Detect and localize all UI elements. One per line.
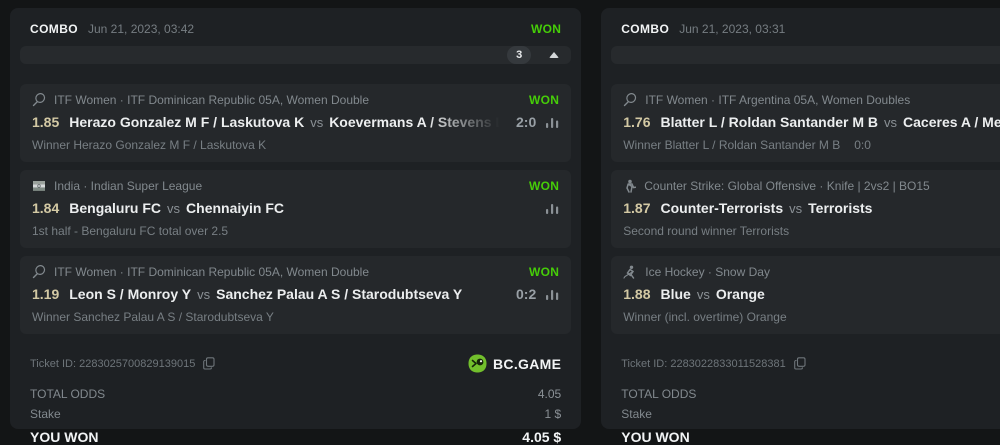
brand-name: BC.GAME [493, 355, 562, 372]
vs-label: vs [197, 287, 211, 302]
bet-row: ITF Women · ITF Argentina 05A, Women Dou… [611, 84, 1000, 162]
stats-icon[interactable] [546, 288, 559, 300]
away-team: Chennaiyin FC [186, 200, 285, 216]
odds-value: 1.19 [32, 286, 60, 302]
tennis-icon [32, 93, 46, 107]
away-team: Caceres A / Merlo R D [903, 114, 1000, 130]
bet-slip-card: COMBO Jun 21, 2023, 03:42 WON 3 ITF Wome… [10, 8, 582, 445]
stake-row: Stake 1 $ [621, 407, 1000, 421]
status-badge: WON [531, 22, 562, 36]
league-label: ITF Women · ITF Dominican Republic 05A, … [54, 93, 370, 107]
vs-label: vs [789, 201, 803, 216]
total-odds-row: TOTAL ODDS 4.05 [30, 387, 561, 401]
vs-label: vs [310, 115, 324, 130]
card-header: COMBO Jun 21, 2023, 03:31 WON [611, 16, 1000, 42]
bet-row: Counter Strike: Global Offensive · Knife… [611, 170, 1000, 248]
home-team: Blue [660, 286, 691, 302]
score-value: 2:0 [516, 114, 537, 130]
card-header: COMBO Jun 21, 2023, 03:42 WON [20, 16, 571, 42]
bet-row: Ice Hockey · Snow Day WON 1.88 Blue vs O… [611, 256, 1000, 334]
home-team: Blatter L / Roldan Santander M B [660, 114, 879, 130]
collapse-toggle[interactable]: 3 [20, 46, 572, 64]
bcgame-logo-icon [468, 354, 487, 373]
total-odds-row: TOTAL ODDS 3.515 [621, 387, 1000, 401]
bet-status-badge: WON [529, 93, 560, 107]
total-odds-value: 4.05 [537, 387, 562, 401]
stats-icon[interactable] [546, 116, 559, 128]
market-label: Winner Sanchez Palau A S / Starodubtseva… [32, 310, 274, 324]
you-won-label: YOU WON [621, 429, 690, 445]
stake-row: Stake 1 $ [30, 407, 561, 421]
odds-value: 1.88 [623, 286, 651, 302]
league-label: ITF Women · ITF Argentina 05A, Women Dou… [645, 93, 911, 107]
you-won-row: YOU WON 4.05 $ [30, 429, 561, 445]
bet-date: Jun 21, 2023, 03:31 [679, 22, 786, 36]
ice-hockey-icon [623, 265, 637, 279]
bet-row: ITF Women · ITF Dominican Republic 05A, … [20, 84, 572, 162]
selection-count-badge: 3 [507, 46, 532, 64]
league-label: Counter Strike: Global Offensive · Knife… [644, 179, 930, 193]
league-label: Ice Hockey · Snow Day [645, 265, 770, 279]
bet-row: ITF Women · ITF Dominican Republic 05A, … [20, 256, 572, 334]
odds-value: 1.84 [32, 200, 60, 216]
bet-list: ITF Women · ITF Dominican Republic 05A, … [20, 84, 572, 334]
away-team: Sanchez Palau A S / Starodubtseva Y [216, 286, 463, 302]
chevron-up-icon[interactable] [549, 52, 560, 58]
bet-status-badge: WON [529, 179, 560, 193]
market-score: 0:0 [854, 138, 871, 152]
copy-icon[interactable] [793, 357, 806, 370]
market-label: 1st half - Bengaluru FC total over 2.5 [32, 224, 229, 238]
home-team: Bengaluru FC [69, 200, 162, 216]
total-odds-label: TOTAL ODDS [621, 387, 697, 401]
bet-list: ITF Women · ITF Argentina 05A, Women Dou… [611, 84, 1000, 334]
vs-label: vs [696, 287, 710, 302]
bet-slip-card: COMBO Jun 21, 2023, 03:31 WON 3 ITF Wome… [601, 8, 1000, 445]
stats-icon[interactable] [546, 202, 559, 214]
collapse-toggle[interactable]: 3 [611, 46, 1000, 64]
odds-value: 1.76 [623, 114, 651, 130]
home-team: Leon S / Monroy Y [69, 286, 192, 302]
bet-type-label: COMBO [621, 22, 670, 36]
bet-row: India · Indian Super League WON 1.84 Ben… [20, 170, 572, 248]
odds-value: 1.85 [32, 114, 60, 130]
league-label: India · Indian Super League [54, 179, 203, 193]
you-won-row: YOU WON 3.52 $ [621, 429, 1000, 445]
ticket-id: Ticket ID: 2283022833011528381 [621, 357, 786, 370]
bet-date: Jun 21, 2023, 03:42 [88, 22, 195, 36]
total-odds-label: TOTAL ODDS [30, 387, 106, 401]
home-team: Counter-Terrorists [660, 200, 784, 216]
market-label: Winner Blatter L / Roldan Santander M B [623, 138, 841, 152]
bet-type-label: COMBO [30, 22, 78, 36]
india-flag-icon [32, 180, 46, 192]
brand-logo: BC.GAME [468, 354, 561, 373]
bet-status-badge: WON [529, 265, 560, 279]
stake-label: Stake [30, 407, 61, 421]
away-team: Terrorists [808, 200, 873, 216]
tennis-icon [623, 93, 637, 107]
stake-value: 1 $ [544, 407, 562, 421]
market-label: Winner (incl. overtime) Orange [623, 310, 787, 324]
tennis-icon [32, 265, 46, 279]
ticket-id: Ticket ID: 2283025700829139015 [30, 357, 196, 370]
vs-label: vs [884, 115, 898, 130]
vs-label: vs [167, 201, 181, 216]
away-team: Orange [715, 286, 765, 302]
counter-strike-icon [623, 179, 637, 193]
league-label: ITF Women · ITF Dominican Republic 05A, … [54, 265, 370, 279]
market-label: Second round winner Terrorists [623, 224, 790, 238]
copy-icon[interactable] [203, 357, 215, 370]
away-team: Koevermans A / Stevens L [329, 114, 504, 130]
market-label: Winner Herazo Gonzalez M F / Laskutova K [32, 138, 267, 152]
score-value: 0:2 [516, 286, 537, 302]
you-won-value: 4.05 $ [522, 429, 562, 445]
home-team: Herazo Gonzalez M F / Laskutova K [69, 114, 305, 130]
you-won-label: YOU WON [30, 429, 99, 445]
stake-label: Stake [621, 407, 652, 421]
odds-value: 1.87 [623, 200, 651, 216]
